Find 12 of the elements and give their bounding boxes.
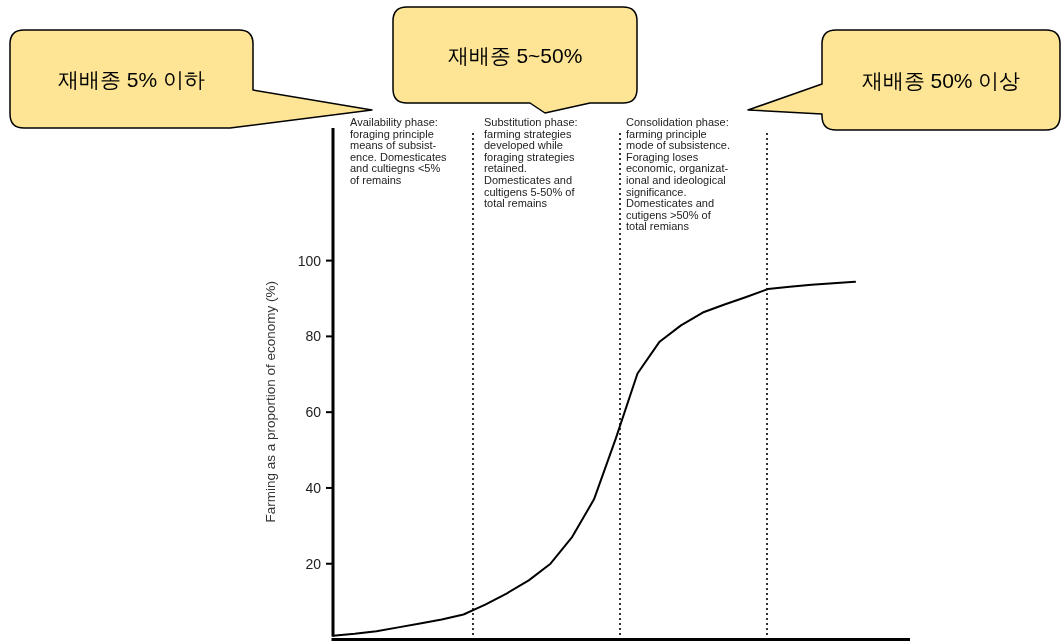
- annotation: Substitution phase: farming strategies developed while foraging strategies retained. Domesticates and cultigens 5-50% of total remains: [484, 116, 578, 210]
- y-tick-label: 60: [305, 404, 322, 421]
- y-axis-title: Farming as a proportion of economy (%): [263, 280, 278, 523]
- text: 재배종 5~50%: [447, 43, 583, 67]
- text: Consolidation phase: farming principle mode of subsistence. Foraging loses economic, organizat- ional and ideological significance. Domesticates and cutigens >50% of total remians: [626, 116, 730, 233]
- annotation: Availability phase: foraging principle means of subsist- ence. Domesticates and cultiegns <5% of remains: [350, 116, 448, 186]
- text: 재배종 5% 이하: [57, 67, 206, 91]
- y-tick-label: 40: [305, 479, 322, 496]
- y-tick-label: 80: [305, 328, 322, 345]
- y-tick-label: 20: [305, 555, 322, 572]
- text: 재배종 50% 이상: [861, 68, 1021, 92]
- y-tick-label: 100: [297, 252, 322, 269]
